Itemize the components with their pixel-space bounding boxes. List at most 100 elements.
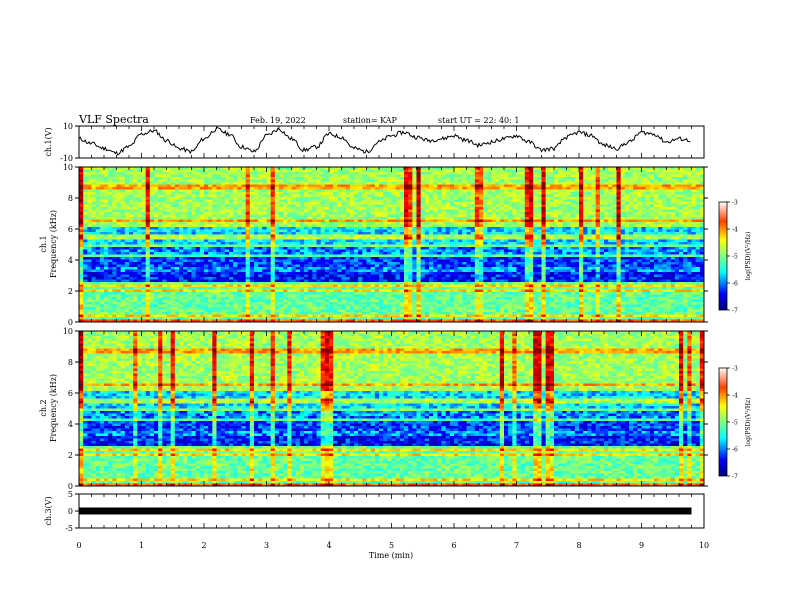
p2-marks-cell <box>141 182 146 185</box>
p2-marks-cell <box>287 199 292 203</box>
p2-marks-cell <box>599 219 605 223</box>
p2-marks-cell <box>508 177 513 180</box>
p2-marks-cell <box>212 209 217 213</box>
p2-marks-cell <box>124 232 130 235</box>
p2-marks-cell <box>224 194 230 198</box>
p2-marks-cell <box>412 247 417 250</box>
p2-marks-cell <box>91 227 96 230</box>
p2-marks-cell <box>583 189 588 193</box>
p2-marks-cell <box>520 227 526 230</box>
p2-marks-cell <box>324 219 330 223</box>
p2-marks-cell <box>229 194 234 198</box>
p2-marks-cell <box>695 194 701 198</box>
p2-marks-cell <box>529 242 534 245</box>
p2-marks-cell <box>245 202 251 205</box>
p2-marks-cell <box>99 219 105 223</box>
p2-marks-cell <box>558 212 563 215</box>
p2-marks-cell <box>395 167 401 170</box>
p2-marks-cell <box>299 177 305 180</box>
p2-marks-cell <box>320 189 326 193</box>
p2-marks-cell <box>616 179 621 183</box>
p2-marks-cell <box>616 247 621 250</box>
p2-marks-cell <box>187 227 192 230</box>
p2-marks-cell <box>566 212 571 215</box>
p2-marks-cell <box>204 202 209 205</box>
p2-marks-cell <box>395 244 401 248</box>
p2-marks-cell <box>245 179 251 183</box>
p2-marks-cell <box>274 232 280 235</box>
p2-marks-cell <box>204 224 209 228</box>
p2-marks-cell <box>179 242 184 245</box>
p2-marks-cell <box>354 232 359 235</box>
p2-marks-cell <box>470 184 476 188</box>
p2-marks-cell <box>112 199 117 203</box>
p2-marks-cell <box>370 189 376 193</box>
p2-marks-cell <box>199 244 205 248</box>
p2-marks-cell <box>245 234 251 238</box>
p2-marks-cell <box>287 244 292 248</box>
p2-marks-cell <box>137 199 142 203</box>
p2-marks-cell <box>83 227 88 230</box>
p2-marks-cell <box>520 209 526 213</box>
p2-marks-cell <box>499 202 505 205</box>
p2-marks-cell <box>545 232 551 235</box>
p2-marks-cell <box>629 182 634 185</box>
p2-marks-cell <box>274 242 280 245</box>
p2-marks-cell <box>504 242 509 245</box>
p2-marks-cell <box>520 199 526 203</box>
p2-marks-cell <box>354 197 359 200</box>
p2-marks-cell <box>562 244 567 248</box>
p2-marks-cell <box>474 199 480 203</box>
p2-marks-cell <box>299 219 305 223</box>
p2-marks-cell <box>545 174 551 178</box>
p2-marks-cell <box>608 242 613 245</box>
p2-marks-cell <box>341 232 346 235</box>
p2-marks-cell <box>508 234 513 238</box>
p2-marks-cell <box>145 179 151 183</box>
p2-marks-cell <box>249 184 255 188</box>
p2-marks-cell <box>699 167 705 170</box>
p2-marks-cell <box>229 182 234 185</box>
p2-marks-cell <box>512 232 517 235</box>
p2-marks-cell <box>570 182 576 185</box>
p2-marks-cell <box>420 244 426 248</box>
p2-marks-cell <box>641 182 646 185</box>
p2-marks-cell <box>120 232 126 235</box>
p2-marks-cell <box>587 224 592 228</box>
p2-marks-cell <box>112 222 117 225</box>
p2-marks-cell <box>249 219 255 223</box>
p2-marks-cell <box>699 222 705 225</box>
p2-marks-cell <box>416 197 421 200</box>
p2-marks-cell <box>474 184 480 188</box>
p2-marks-cell <box>187 189 192 193</box>
p2-marks-cell <box>516 227 521 230</box>
p2-marks-cell <box>658 207 663 210</box>
p2-marks-cell <box>437 204 442 208</box>
p2-marks-cell <box>337 167 342 170</box>
p2-marks-cell <box>512 167 517 170</box>
p2-marks-cell <box>349 197 355 200</box>
p2-marks-cell <box>274 227 280 230</box>
p2-marks-cell <box>162 194 167 198</box>
p2-marks-cell <box>470 229 476 233</box>
p2-marks-cell <box>195 242 201 245</box>
p2-marks-cell <box>120 187 126 190</box>
p2-marks-cell <box>220 222 226 225</box>
p2-marks-cell <box>387 247 392 250</box>
p2-marks-cell <box>408 189 413 193</box>
p2-marks-cell <box>308 217 313 220</box>
p2-marks-cell <box>120 249 126 253</box>
p2-marks-cell <box>137 247 142 250</box>
p2-marks-cell <box>249 207 255 210</box>
p2-marks-cell <box>170 237 176 240</box>
p2-marks-cell <box>91 172 96 175</box>
p2-marks-cell <box>416 184 421 188</box>
p2-marks-cell <box>374 207 380 210</box>
p2-marks-cell <box>583 242 588 245</box>
p2-marks-cell <box>387 167 392 170</box>
p2-marks-cell <box>599 179 605 183</box>
p2-marks-cell <box>608 187 613 190</box>
p2-marks-cell <box>162 222 167 225</box>
p2-marks-cell <box>424 177 430 180</box>
p2-marks-cell <box>312 239 317 243</box>
